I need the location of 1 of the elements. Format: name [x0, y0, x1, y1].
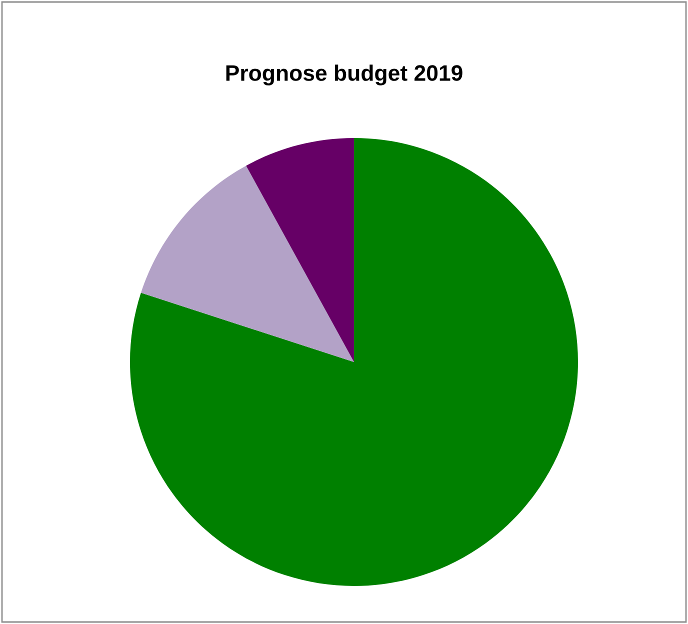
chart-title: Prognose budget 2019 — [226, 64, 462, 86]
